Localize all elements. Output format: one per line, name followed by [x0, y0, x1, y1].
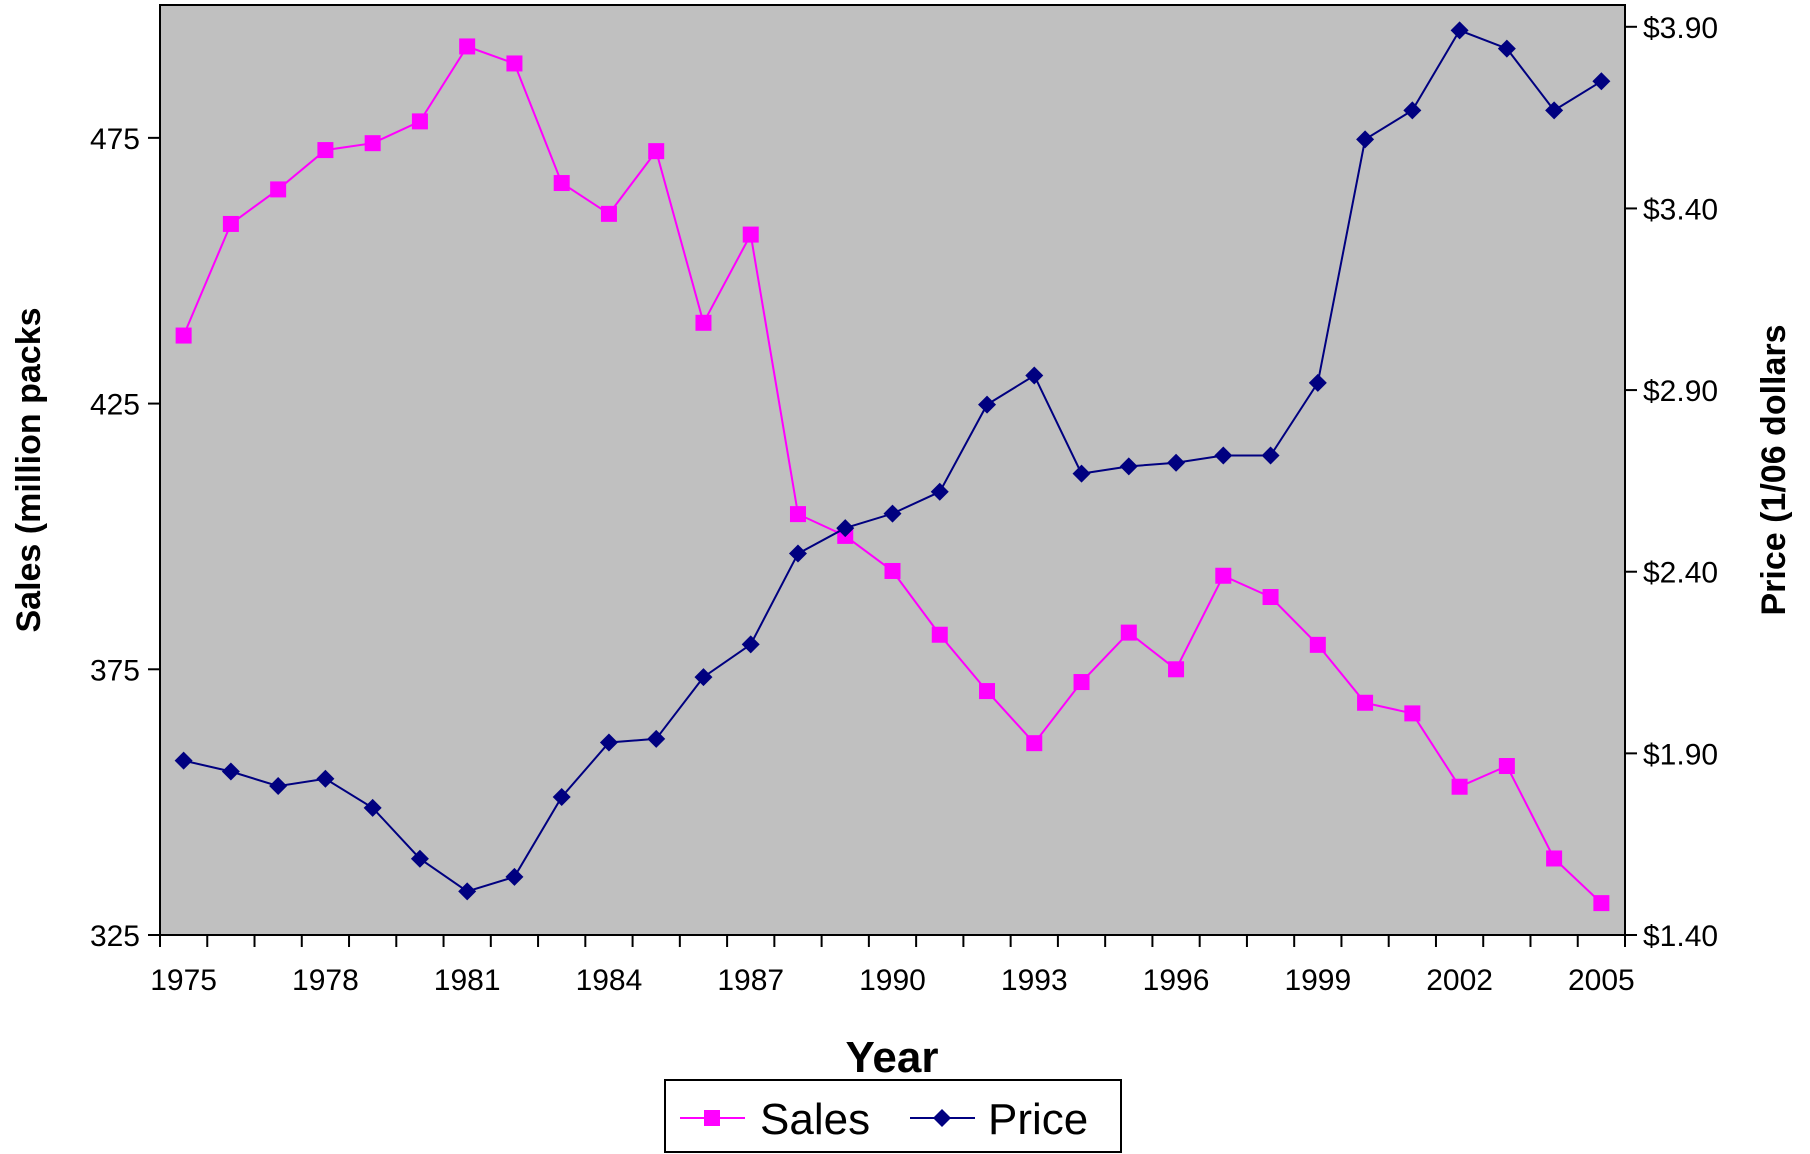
sales-point	[506, 55, 523, 72]
price-point	[1119, 457, 1138, 476]
sales-point	[1498, 758, 1515, 775]
price-point	[1167, 453, 1186, 472]
price-point	[930, 482, 949, 501]
y-axis-left-title: Sales (million packs	[10, 307, 48, 632]
x-tick-label: 1975	[150, 964, 217, 997]
price-point	[221, 762, 240, 781]
y-left-tick-label: 425	[90, 389, 140, 422]
sales-point	[222, 215, 239, 232]
y-left-tick-label: 475	[90, 123, 140, 156]
y-right-tick-label: $2.90	[1643, 375, 1718, 408]
x-tick-label: 2002	[1426, 964, 1493, 997]
sales-point	[600, 205, 617, 222]
x-tick-label: 1978	[292, 964, 359, 997]
price-point	[978, 395, 997, 414]
price-point	[741, 635, 760, 654]
sales-point	[317, 142, 334, 159]
price-point	[174, 751, 193, 770]
sales-point	[1593, 895, 1610, 912]
x-tick-label: 1993	[1001, 964, 1068, 997]
sales-point	[1215, 567, 1232, 584]
sales-point	[742, 226, 759, 243]
series-layer	[174, 21, 1611, 912]
price-point	[1072, 464, 1091, 483]
x-tick-label: 2005	[1568, 964, 1635, 997]
sales-point	[648, 143, 665, 160]
price-point	[1214, 446, 1233, 465]
price-point	[1497, 39, 1516, 58]
y-left-tick-label: 325	[90, 920, 140, 953]
sales-point	[411, 113, 428, 130]
price-point	[694, 668, 713, 687]
price-point	[363, 798, 382, 817]
sales-point	[695, 314, 712, 331]
sales-point	[364, 135, 381, 152]
legend-price-marker	[933, 1109, 951, 1127]
y-right-tick-label: $3.40	[1643, 193, 1718, 226]
sales-point	[1404, 705, 1421, 722]
sales-point	[884, 562, 901, 579]
legend-sales-label: Sales	[760, 1095, 870, 1144]
sales-point	[553, 175, 570, 192]
price-point	[1261, 446, 1280, 465]
price-point	[1308, 373, 1327, 392]
x-tick-label: 1984	[576, 964, 643, 997]
sales-point	[931, 626, 948, 643]
sales-point	[1262, 589, 1279, 606]
sales-point	[1073, 674, 1090, 691]
price-point	[410, 849, 429, 868]
price-point	[458, 882, 477, 901]
sales-point	[1451, 778, 1468, 795]
x-axis-title: Year	[846, 1033, 939, 1082]
sales-point	[1026, 735, 1043, 752]
sales-point	[1357, 694, 1374, 711]
y-axis-right-title: Price (1/06 dollars	[1755, 324, 1793, 615]
plot-area	[159, 4, 1626, 936]
y-left-tick-label: 375	[90, 654, 140, 687]
x-tick-label: 1990	[859, 964, 926, 997]
price-point	[883, 504, 902, 523]
price-point	[269, 777, 288, 796]
sales-point	[1309, 636, 1326, 653]
axis-ticks	[148, 25, 1637, 947]
x-tick-label: 1987	[717, 964, 784, 997]
price-point	[647, 729, 666, 748]
legend-box	[664, 1079, 1122, 1153]
y-right-tick-label: $1.40	[1643, 920, 1718, 953]
x-tick-label: 1999	[1284, 964, 1351, 997]
legend: Sales Price	[664, 1079, 1122, 1153]
sales-point	[1168, 661, 1185, 678]
price-point	[788, 544, 807, 563]
price-point	[505, 867, 524, 886]
legend-price-label: Price	[988, 1095, 1088, 1144]
legend-sales-marker	[704, 1110, 720, 1126]
sales-point	[175, 327, 192, 344]
price-point	[552, 787, 571, 806]
y-right-tick-label: $3.90	[1643, 12, 1718, 45]
sales-point	[459, 38, 476, 55]
price-point	[1403, 101, 1422, 120]
price-point	[599, 733, 618, 752]
price-point	[1356, 130, 1375, 149]
price-point	[1025, 366, 1044, 385]
y-right-tick-label: $1.90	[1643, 738, 1718, 771]
price-point	[1592, 72, 1611, 91]
x-tick-label: 1996	[1143, 964, 1210, 997]
sales-point	[1546, 850, 1563, 867]
y-right-tick-label: $2.40	[1643, 557, 1718, 590]
x-tick-label: 1981	[434, 964, 501, 997]
price-point	[1545, 101, 1564, 120]
price-point	[1450, 21, 1469, 40]
sales-point	[979, 683, 996, 700]
price-point	[836, 519, 855, 538]
sales-point	[270, 181, 287, 198]
tick-labels: 1975 1978 1981 1984 1987 1990 1993 1996 1999 2002…	[90, 12, 1718, 997]
sales-point	[1120, 624, 1137, 641]
sales-point	[789, 506, 806, 523]
price-point	[316, 769, 335, 788]
